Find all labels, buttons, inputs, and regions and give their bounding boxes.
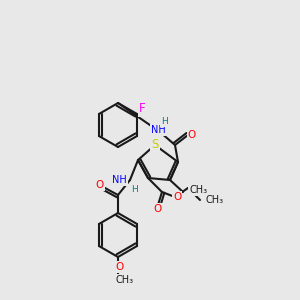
Text: O: O	[154, 204, 162, 214]
Text: O: O	[96, 180, 104, 190]
Text: CH₃: CH₃	[189, 185, 207, 195]
Text: CH₃: CH₃	[205, 195, 223, 205]
Text: H: H	[132, 185, 138, 194]
Text: NH: NH	[112, 175, 127, 185]
Text: O: O	[116, 262, 124, 272]
Text: F: F	[139, 103, 145, 116]
Text: S: S	[151, 139, 159, 152]
Text: O: O	[188, 130, 196, 140]
Text: NH: NH	[151, 125, 165, 135]
Text: CH₃: CH₃	[116, 275, 134, 285]
Text: H: H	[160, 118, 167, 127]
Text: O: O	[173, 192, 181, 202]
